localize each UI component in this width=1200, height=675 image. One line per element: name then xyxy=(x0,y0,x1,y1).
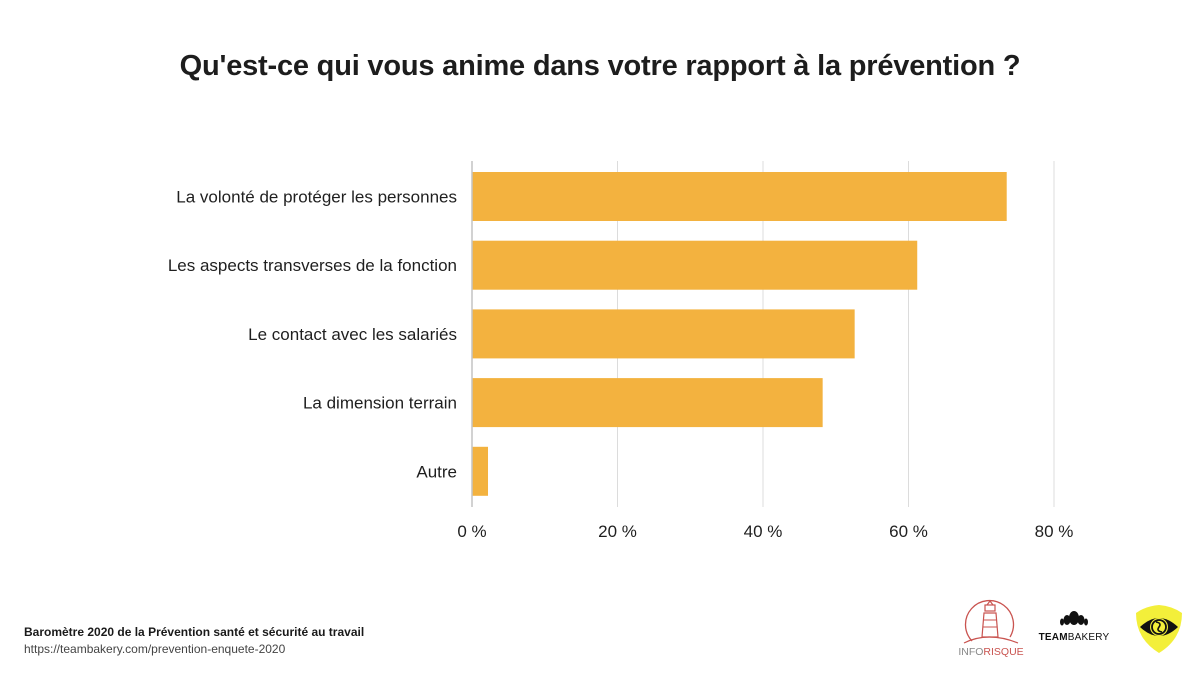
category-label: Les aspects transverses de la fonction xyxy=(168,256,457,275)
source-url[interactable]: https://teambakery.com/prevention-enquet… xyxy=(24,642,286,656)
bar xyxy=(472,172,1007,221)
category-label: La dimension terrain xyxy=(303,394,457,413)
source-text: Baromètre 2020 de la Prévention santé et… xyxy=(24,625,365,639)
lighthouse-icon: INFORISQUE xyxy=(958,599,1024,658)
inforisque-suffix: RISQUE xyxy=(983,646,1023,658)
category-labels: La volonté de protéger les personnes Les … xyxy=(168,188,457,482)
x-tick-label: 80 % xyxy=(1035,522,1074,541)
chart-title: Qu'est-ce qui vous anime dans votre rapp… xyxy=(179,50,1021,82)
x-tick-labels: 0 % 20 % 40 % 60 % 80 % xyxy=(457,522,1073,541)
croissant-icon xyxy=(1060,611,1088,626)
bar xyxy=(472,446,489,496)
inforisque-logo: INFORISQUE xyxy=(958,597,1024,659)
eye-shield-icon xyxy=(1136,605,1182,653)
category-label: Le contact avec les salariés xyxy=(248,325,457,344)
bar-chart: La volonté de protéger les personnes Les … xyxy=(168,161,1073,541)
x-tick-label: 60 % xyxy=(889,522,928,541)
x-tick-label: 20 % xyxy=(598,522,637,541)
teambakery-light: BAKERY xyxy=(1067,632,1110,643)
bar xyxy=(472,378,823,428)
x-tick-label: 0 % xyxy=(457,522,486,541)
bar xyxy=(472,240,918,290)
footer: Baromètre 2020 de la Prévention santé et… xyxy=(24,624,364,658)
x-tick-label: 40 % xyxy=(744,522,783,541)
teambakery-bold: TEAM xyxy=(1038,632,1068,643)
category-label: La volonté de protéger les personnes xyxy=(176,188,457,207)
bar xyxy=(472,309,855,359)
teambakery-logo: TEAMBAKERY xyxy=(1036,610,1112,646)
shield-logo xyxy=(1134,603,1184,655)
bars xyxy=(472,172,1007,496)
category-label: Autre xyxy=(416,462,457,481)
inforisque-prefix: INFO xyxy=(958,646,983,658)
svg-text:INFORISQUE: INFORISQUE xyxy=(958,646,1023,658)
